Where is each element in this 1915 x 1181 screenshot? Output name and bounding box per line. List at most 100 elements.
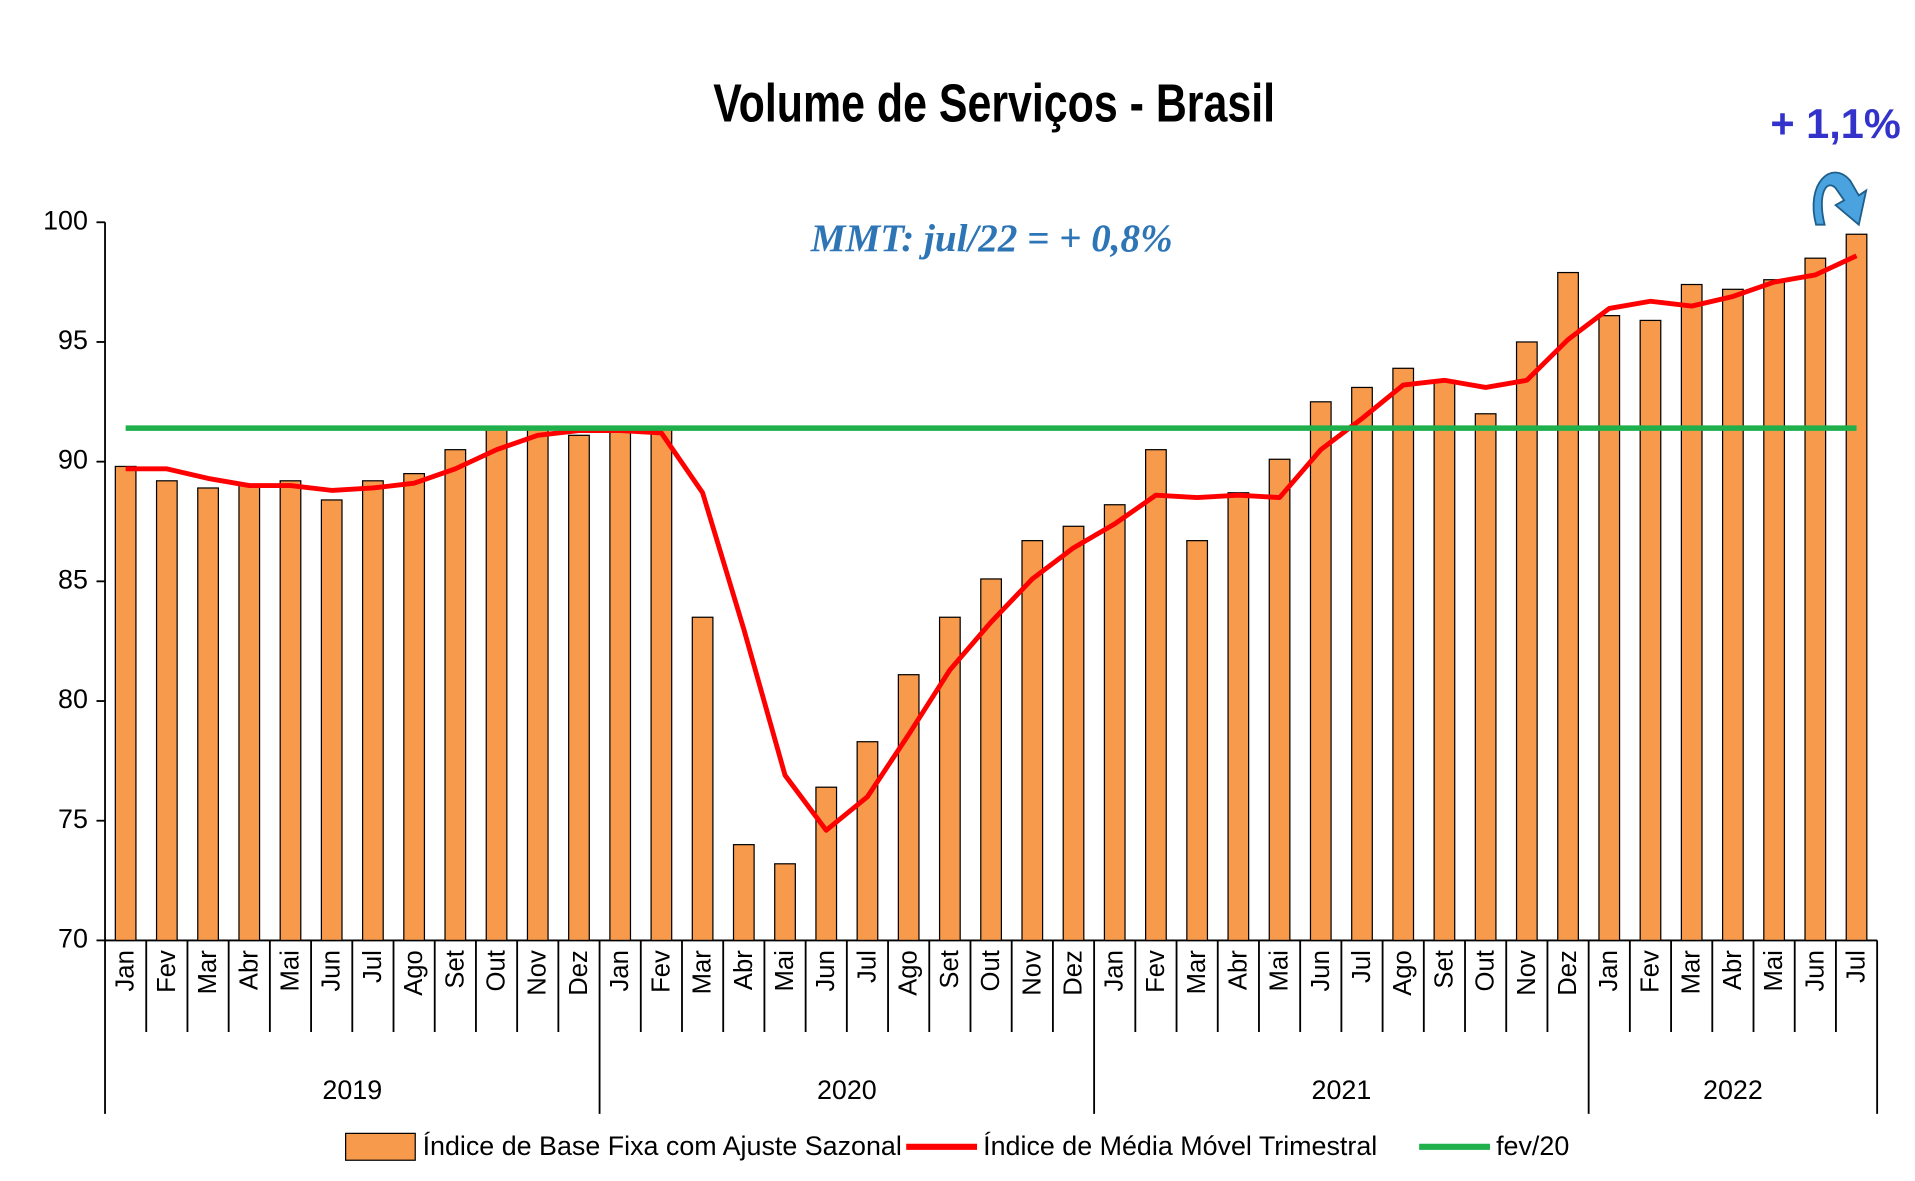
y-tick-label: 75	[58, 804, 88, 834]
bar	[1227, 492, 1250, 942]
bar	[1021, 540, 1044, 942]
x-tick-label: Mar	[1183, 950, 1211, 995]
annotation: MMT: jul/22 = + 0,8%	[810, 217, 1173, 260]
annotation: + 1,1%	[1770, 100, 1900, 147]
bar	[1557, 271, 1579, 942]
x-tick-label: Jan	[606, 950, 634, 991]
bar	[1103, 504, 1126, 942]
x-tick-label: Abr	[730, 950, 758, 990]
bar	[568, 434, 590, 942]
x-tick-label: Set	[441, 950, 469, 988]
bar	[980, 578, 1002, 942]
x-tick-label: Fev	[1636, 950, 1664, 993]
bar	[526, 427, 549, 942]
x-tick-label: Fev	[1142, 950, 1170, 993]
x-tick-label: Ago	[1389, 950, 1417, 996]
year-label: 2022	[1703, 1075, 1763, 1105]
x-tick-label: Nov	[1018, 950, 1046, 996]
x-tick-label: Out	[483, 950, 511, 991]
x-tick-label: Fev	[647, 950, 675, 993]
arrow-icon	[1812, 171, 1868, 227]
bar	[1680, 283, 1703, 942]
x-tick-label: Jul	[1843, 950, 1871, 983]
legend-label: Índice de Média Móvel Trimestral	[983, 1131, 1377, 1161]
x-tick-label: Jan	[1101, 950, 1129, 991]
bar	[1433, 379, 1456, 942]
bar	[238, 484, 261, 942]
x-tick-label: Abr	[235, 950, 263, 990]
x-tick-label: Nov	[524, 950, 552, 996]
legend-label: fev/20	[1496, 1131, 1569, 1161]
chart-title: Volume de Serviços - Brasil	[713, 74, 1275, 134]
x-tick-label: Jul	[853, 950, 881, 983]
bar	[320, 499, 343, 942]
x-tick-label: Mar	[194, 950, 222, 995]
bar	[815, 786, 838, 942]
x-tick-label: Jul	[359, 950, 387, 983]
x-tick-label: Jun	[1801, 950, 1829, 991]
year-label: 2020	[817, 1075, 877, 1105]
bar	[774, 863, 796, 942]
y-tick-label: 70	[58, 923, 88, 953]
line	[125, 253, 1858, 833]
x-tick-label: Dez	[565, 950, 593, 996]
x-tick-label: Jun	[318, 950, 346, 991]
x-tick-label: Mai	[1760, 950, 1788, 991]
bar	[1804, 257, 1827, 942]
bar	[361, 480, 384, 942]
bar	[1598, 315, 1621, 942]
x-tick-label: Set	[1430, 950, 1458, 988]
x-tick-label: Nov	[1513, 950, 1541, 996]
bar	[197, 487, 219, 942]
bar	[732, 844, 755, 942]
year-label: 2021	[1312, 1075, 1372, 1105]
bar	[279, 480, 302, 942]
y-tick-label: 90	[58, 445, 88, 475]
x-tick-label: Mai	[276, 950, 304, 991]
bar	[1474, 413, 1497, 942]
bar	[1186, 540, 1209, 942]
legend-swatch	[345, 1132, 416, 1161]
bar	[609, 427, 632, 942]
bar	[856, 741, 879, 942]
x-tick-label: Jan	[1595, 950, 1623, 991]
x-tick-label: Mai	[1266, 950, 1294, 991]
x-tick-label: Fev	[153, 950, 181, 993]
bar	[114, 465, 137, 942]
bar	[1721, 288, 1744, 942]
bar	[485, 427, 508, 942]
x-tick-label: Jan	[112, 950, 140, 991]
bar	[1845, 233, 1868, 942]
bar	[1309, 401, 1332, 942]
bar	[403, 473, 426, 942]
x-tick-label: Dez	[1059, 950, 1087, 996]
y-tick-label: 85	[58, 564, 88, 594]
y-tick-label: 80	[58, 684, 88, 714]
x-tick-label: Set	[936, 950, 964, 988]
bar	[1392, 367, 1415, 942]
x-tick-label: Dez	[1554, 950, 1582, 996]
bar	[444, 449, 467, 942]
bar	[938, 616, 961, 942]
x-tick-label: Ago	[895, 950, 923, 996]
legend-label: Índice de Base Fixa com Ajuste Sazonal	[423, 1131, 902, 1161]
x-tick-label: Out	[977, 950, 1005, 991]
bar	[691, 616, 714, 942]
y-tick-label: 95	[58, 325, 88, 355]
x-tick-label: Abr	[1224, 950, 1252, 990]
x-tick-label: Mai	[771, 950, 799, 991]
bar	[1062, 525, 1085, 942]
year-label: 2019	[322, 1075, 382, 1105]
bar	[650, 427, 673, 942]
bar	[155, 480, 178, 942]
x-tick-label: Jun	[1307, 950, 1335, 991]
bar	[1351, 386, 1373, 942]
bar	[1145, 449, 1167, 942]
x-tick-label: Jul	[1348, 950, 1376, 983]
bar	[1763, 279, 1786, 942]
x-tick-label: Out	[1472, 950, 1500, 991]
x-tick-label: Mar	[689, 950, 717, 995]
x-tick-label: Mar	[1678, 950, 1706, 995]
